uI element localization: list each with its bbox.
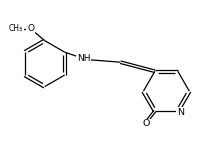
Text: O: O xyxy=(27,24,34,33)
Text: CH₃: CH₃ xyxy=(9,24,23,33)
Text: O: O xyxy=(143,119,150,128)
Text: NH: NH xyxy=(77,54,90,63)
Text: N: N xyxy=(177,108,184,117)
